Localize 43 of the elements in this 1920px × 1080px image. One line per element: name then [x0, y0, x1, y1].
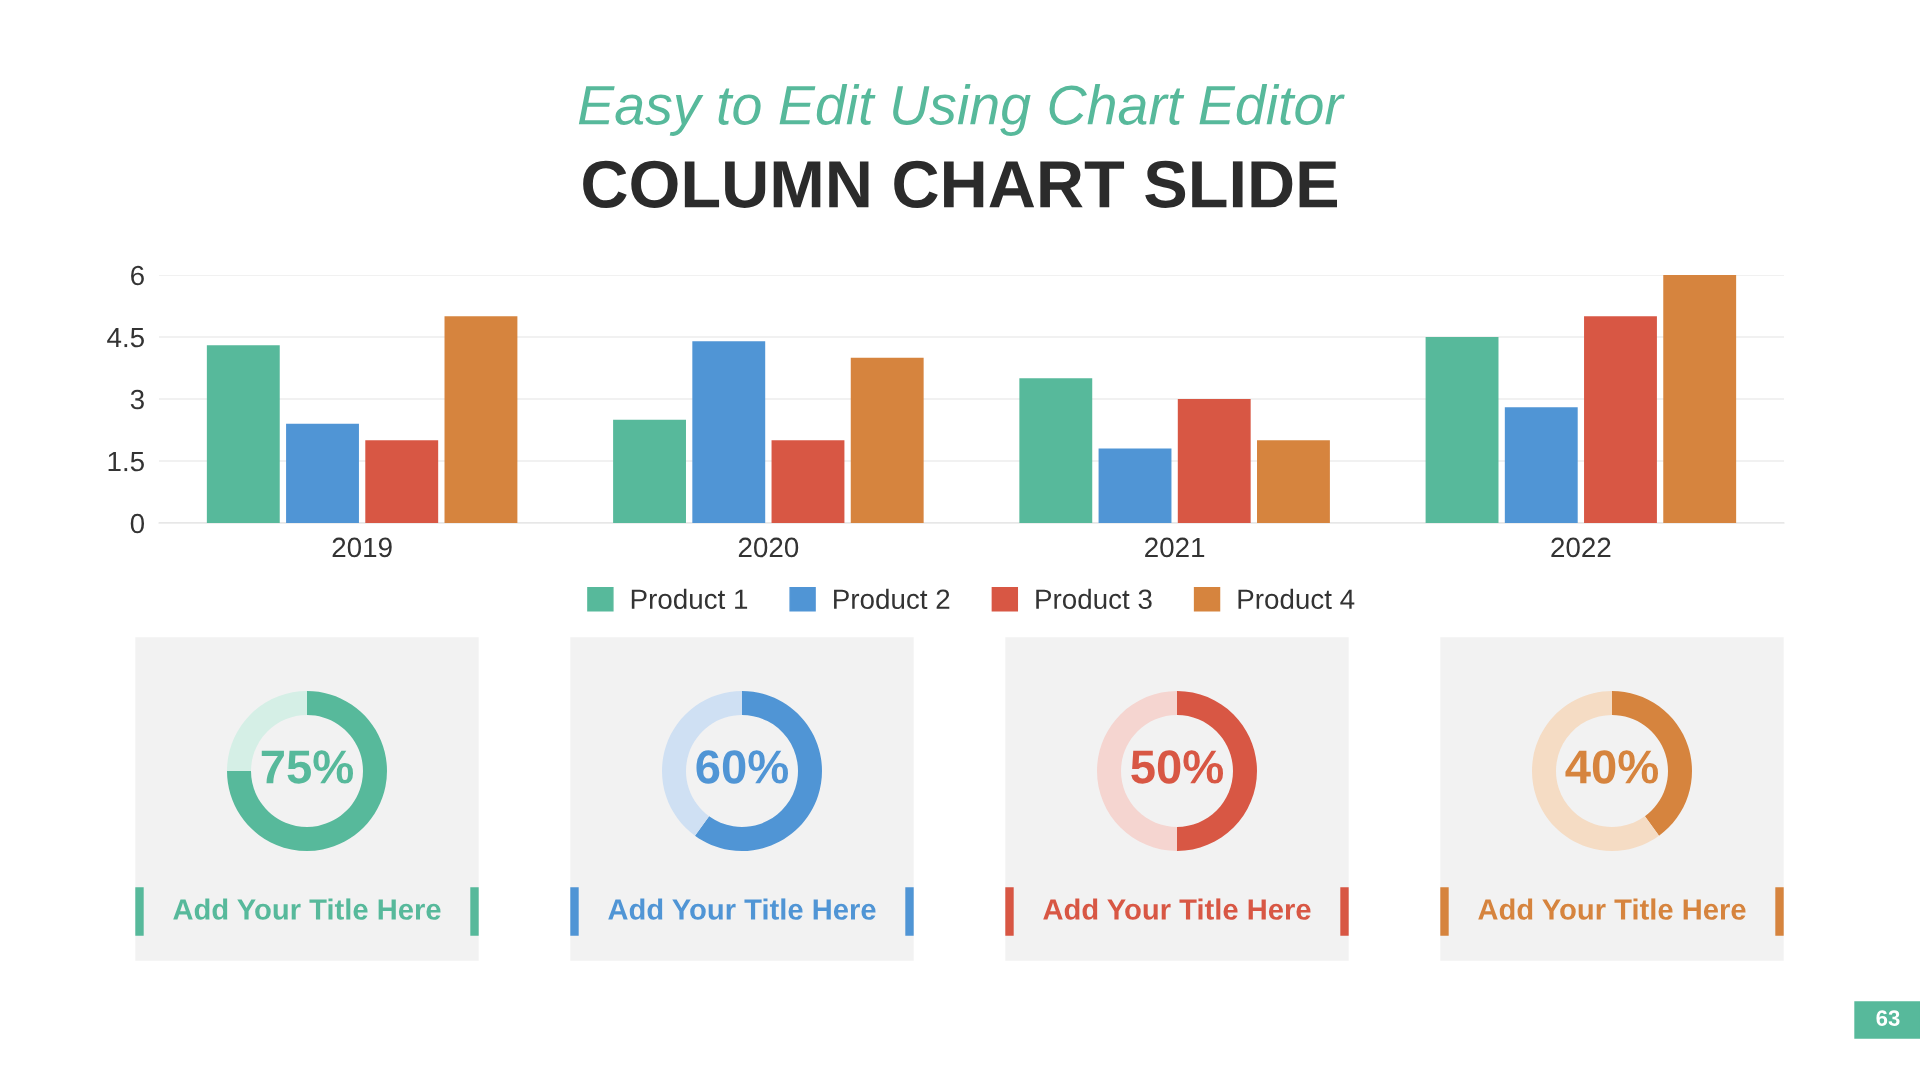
y-tick-label: 0 — [130, 513, 145, 534]
text: 60% — [696, 750, 789, 784]
chart-subtitle: Easy to Edit Using Chart Editor — [578, 84, 1345, 136]
text: Add Your Title Here — [608, 898, 876, 920]
text: 63 — [1876, 1010, 1900, 1026]
text: 40% — [1565, 750, 1659, 784]
bar — [1584, 316, 1657, 523]
text: 75% — [261, 750, 354, 784]
bar — [286, 423, 359, 523]
y-tick-label: 6 — [131, 265, 144, 286]
chart-title: COLUMN CHART SLIDE — [583, 160, 1338, 208]
y-tick-label: 3 — [130, 389, 144, 410]
legend-label: Product 3 — [1036, 588, 1152, 610]
y-tick-label: 4.5 — [107, 327, 144, 348]
bar — [206, 345, 280, 523]
legend-label: Product 2 — [834, 588, 950, 610]
legend-label: Product 4 — [1238, 588, 1355, 610]
donut-slice — [1532, 691, 1660, 851]
donut-slice — [227, 691, 387, 851]
donut-slice — [694, 691, 822, 851]
text: Add Your Title Here — [173, 898, 441, 920]
y-tick-label: 1.5 — [108, 451, 144, 472]
x-tick-label: 2022 — [1551, 537, 1611, 558]
text: Add Your Title Here — [1043, 898, 1311, 920]
bar — [1098, 448, 1172, 523]
bar — [771, 440, 845, 523]
bar — [1257, 440, 1330, 523]
bar — [1504, 407, 1578, 523]
x-tick-label: 2019 — [332, 537, 392, 558]
bar — [850, 357, 924, 523]
bar — [365, 440, 439, 523]
bar — [1425, 337, 1499, 523]
bar — [444, 316, 518, 523]
bar — [1019, 378, 1093, 523]
bar — [613, 419, 686, 523]
text: 50% — [1131, 750, 1224, 784]
bar — [1177, 399, 1251, 523]
text: Add Your Title Here — [1478, 898, 1746, 920]
bar — [1663, 275, 1737, 523]
x-tick-label: 2021 — [1145, 537, 1205, 558]
legend-label: Product 1 — [631, 588, 748, 610]
x-tick-label: 2020 — [738, 537, 799, 558]
bar — [692, 341, 766, 523]
